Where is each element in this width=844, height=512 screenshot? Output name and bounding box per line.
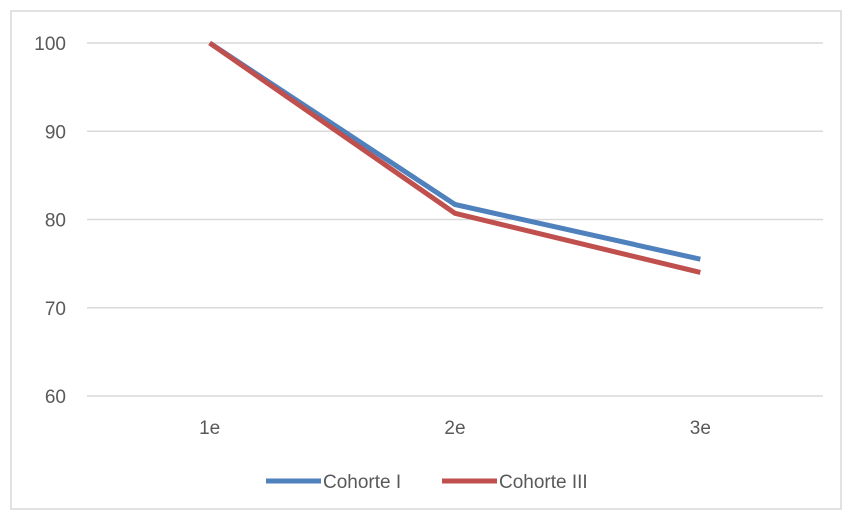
y-tick-label: 80 <box>45 211 66 232</box>
legend-label: Cohorte I <box>323 472 401 493</box>
x-tick-label: 1e <box>199 418 220 439</box>
y-axis-ticks: 60 70 80 90 100 <box>34 34 66 408</box>
y-tick-label: 90 <box>45 122 66 143</box>
y-tick-label: 100 <box>34 34 66 55</box>
legend-label: Cohorte III <box>499 472 588 493</box>
x-tick-label: 3e <box>690 418 711 439</box>
series-lines <box>208 40 701 275</box>
chart-border <box>10 10 842 510</box>
x-tick-label: 2e <box>444 418 465 439</box>
legend: Cohorte I Cohorte III <box>266 472 588 493</box>
x-axis-ticks: 1e 2e 3e <box>199 418 711 439</box>
series-line-2 <box>208 40 701 275</box>
y-tick-label: 60 <box>45 387 66 408</box>
y-tick-label: 70 <box>45 299 66 320</box>
